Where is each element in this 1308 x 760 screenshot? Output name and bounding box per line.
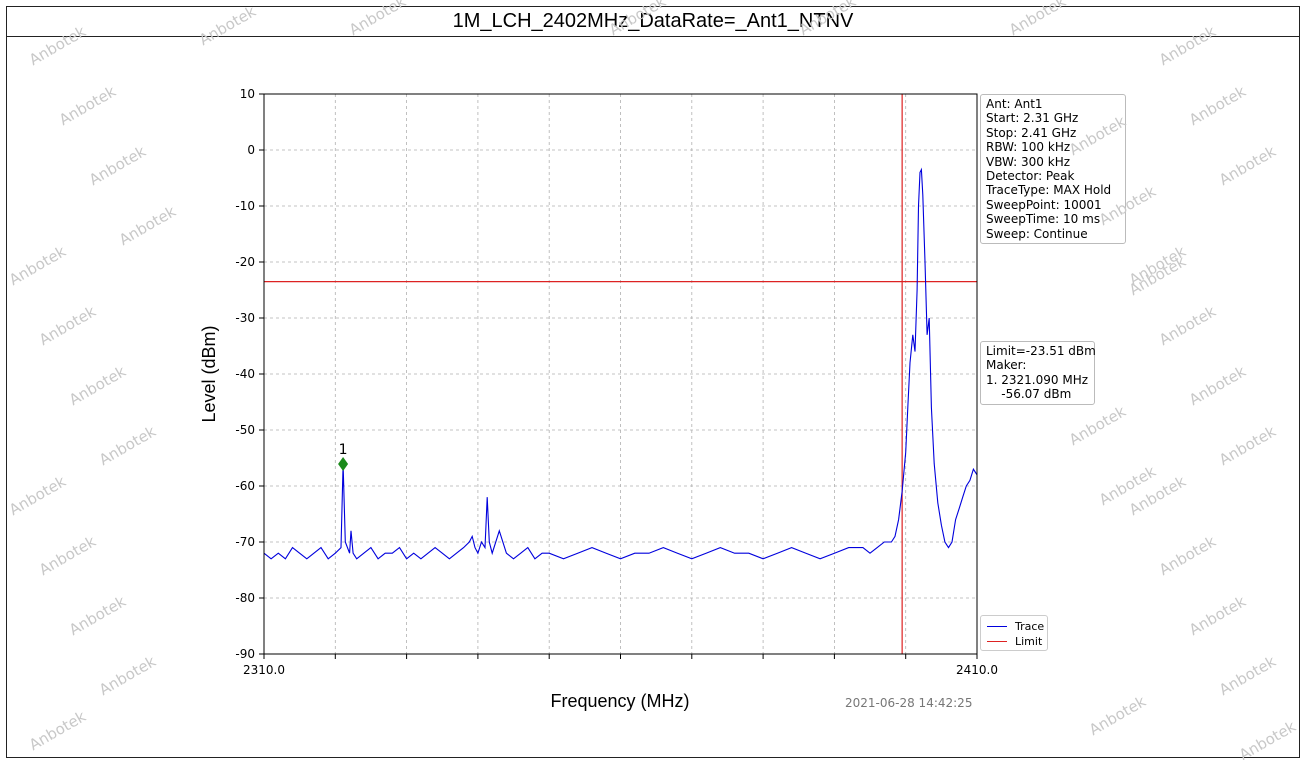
timestamp: 2021-06-28 14:42:25	[845, 696, 973, 710]
trace-swatch	[987, 625, 1007, 627]
y-tick-label: -40	[235, 367, 255, 381]
x-tick-label: 2410.0	[956, 663, 998, 677]
report-frame: 1M_LCH_2402MHz_DataRate=_Ant1_NTNV	[6, 6, 1300, 758]
x-axis-ticks: 2310.0 2410.0	[243, 654, 998, 677]
info-line: SweepTime: 10 ms	[986, 212, 1101, 227]
marker-info-line: Maker:	[986, 358, 1027, 373]
info-line: SweepPoint: 10001	[986, 197, 1102, 212]
x-axis-label: Frequency (MHz)	[550, 691, 689, 711]
legend-limit-label: Limit	[1015, 634, 1043, 648]
sweep-info-box: Ant: Ant1 Start: 2.31 GHz Stop: 2.41 GHz RB…	[980, 94, 1126, 245]
marker-label: 1	[339, 442, 348, 458]
info-line: RBW: 100 kHz	[986, 140, 1071, 155]
trace-line	[263, 167, 978, 560]
y-tick-label: -30	[235, 311, 255, 325]
y-tick-label: -60	[235, 479, 255, 493]
marker-info-line: -56.07 dBm	[986, 387, 1072, 402]
legend: Trace Limit	[980, 615, 1048, 651]
marker-diamond	[338, 456, 349, 471]
y-tick-label: -20	[235, 255, 255, 269]
limit-line-group	[264, 94, 977, 654]
y-axis-ticks: 10 0 -10 -20 -30 -40 -50 -60 -70 -80 -90	[235, 87, 264, 661]
marker-group: 1	[338, 442, 349, 471]
y-tick-label: -80	[235, 591, 255, 605]
info-line: Stop: 2.41 GHz	[986, 125, 1077, 140]
legend-item-trace: Trace	[987, 619, 1044, 633]
y-tick-label: -70	[235, 535, 255, 549]
info-line: Detector: Peak	[986, 169, 1075, 184]
limit-swatch	[987, 640, 1007, 642]
y-tick-label: 0	[247, 143, 255, 157]
x-tick-label: 2310.0	[243, 663, 285, 677]
y-axis-label: Level (dBm)	[199, 325, 219, 422]
y-tick-label: -10	[235, 199, 255, 213]
y-tick-label: 10	[240, 87, 255, 101]
trace-group	[263, 167, 978, 560]
info-line: TraceType: MAX Hold	[986, 183, 1112, 198]
info-line: Start: 2.31 GHz	[986, 111, 1079, 126]
title-bar: 1M_LCH_2402MHz_DataRate=_Ant1_NTNV	[7, 7, 1299, 37]
info-line: Sweep: Continue	[986, 226, 1088, 241]
info-line: VBW: 300 kHz	[986, 154, 1071, 169]
info-line: Ant: Ant1	[986, 97, 1043, 111]
marker-info-line: 1. 2321.090 MHz	[986, 372, 1089, 387]
limit-marker-box: Limit=-23.51 dBm Maker: 1. 2321.090 MHz -5…	[980, 341, 1096, 405]
y-tick-label: -50	[235, 423, 255, 437]
legend-trace-label: Trace	[1015, 619, 1045, 633]
chart-title: 1M_LCH_2402MHz_DataRate=_Ant1_NTNV	[452, 10, 854, 32]
y-tick-label: -90	[235, 647, 255, 661]
marker-info-line: Limit=-23.51 dBm	[986, 344, 1096, 358]
legend-item-limit: Limit	[987, 634, 1042, 648]
